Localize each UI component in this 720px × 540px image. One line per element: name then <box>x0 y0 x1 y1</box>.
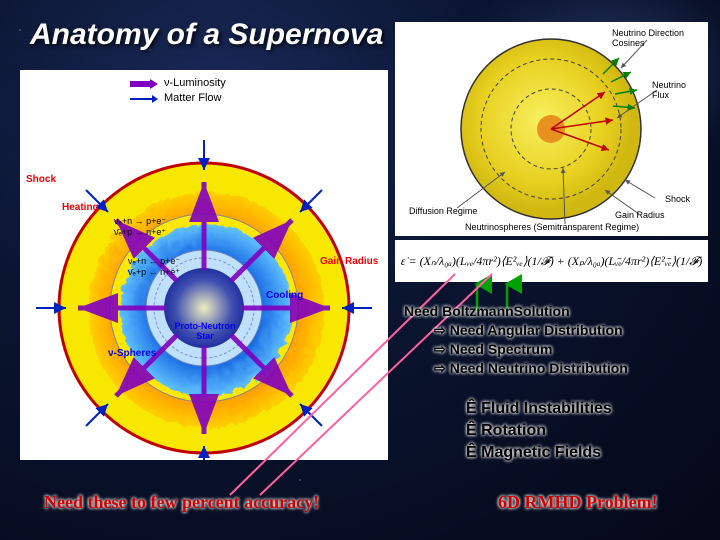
fluid-item-2: Magnetic Fields <box>466 442 612 464</box>
label-shock: Shock <box>26 174 56 185</box>
boltzmann-item-0: Need Angular Distribution <box>404 321 714 340</box>
label-shock-right: Shock <box>665 194 690 204</box>
legend-matter-flow: Matter Flow <box>164 91 221 106</box>
label-gain-radius-right: Gain Radius <box>615 210 665 220</box>
accuracy-text: Need these to few percent accuracy! <box>44 492 319 513</box>
label-neutrino-direction: Neutrino Direction Cosines <box>612 28 702 48</box>
fluid-item-1: Rotation <box>466 420 612 442</box>
legend: ν-Luminosity Matter Flow <box>130 76 226 106</box>
label-gain-radius: Gain Radius <box>320 256 378 267</box>
rmhd-text: 6D RMHD Problem! <box>498 492 658 513</box>
label-neutrino-flux: Neutrino Flux <box>652 80 702 100</box>
fluid-item-0: Fluid Instabilities <box>466 398 612 420</box>
label-heating: Heating <box>62 202 99 213</box>
fluid-block: Fluid Instabilities Rotation Magnetic Fi… <box>466 398 612 464</box>
label-diffusion: Diffusion Regime <box>409 206 477 216</box>
legend-nu-luminosity: ν-Luminosity <box>164 76 226 91</box>
label-cooling: Cooling <box>266 290 303 301</box>
equation-panel: ε̇ = (Xₙ/λ₀ₐ)(Lᵥₑ/4πr²)⟨E²ᵥₑ⟩(1/𝓕) + (Xₚ… <box>395 240 708 282</box>
label-nu-spheres: ν-Spheres <box>108 348 156 359</box>
left-diagram-panel: ν-Luminosity Matter Flow Shock Heating G… <box>20 70 388 460</box>
label-proto-neutron: Proto-Neutron Star <box>168 321 242 341</box>
label-heat-reac2: ν̄ₑ+p → n+e⁺ <box>114 227 166 238</box>
equation-text: ε̇ = (Xₙ/λ₀ₐ)(Lᵥₑ/4πr²)⟨E²ᵥₑ⟩(1/𝓕) + (Xₚ… <box>401 254 702 269</box>
label-cool-reac2: ν̄ₑ+p ← n+e⁺ <box>128 267 180 278</box>
right-diagram-panel: Neutrino Direction Cosines Neutrino Flux… <box>395 22 708 236</box>
boltzmann-item-2: Need Neutrino Distribution <box>404 359 714 378</box>
page-title: Anatomy of a Supernova <box>30 18 383 52</box>
label-cool-reac1: νₑ+n ← p+e⁻ <box>128 256 180 267</box>
boltzmann-item-1: Need Spectrum <box>404 340 714 359</box>
neutrino-sphere-diagram <box>395 22 708 236</box>
label-heat-reac1: νₑ+n → p+e⁻ <box>114 216 166 227</box>
boltzmann-header: Need BoltzmannSolution <box>404 302 714 321</box>
boltzmann-block: Need BoltzmannSolution Need Angular Dist… <box>404 302 714 378</box>
label-neutrinospheres: Neutrinospheres (Semitransparent Regime) <box>465 222 639 232</box>
